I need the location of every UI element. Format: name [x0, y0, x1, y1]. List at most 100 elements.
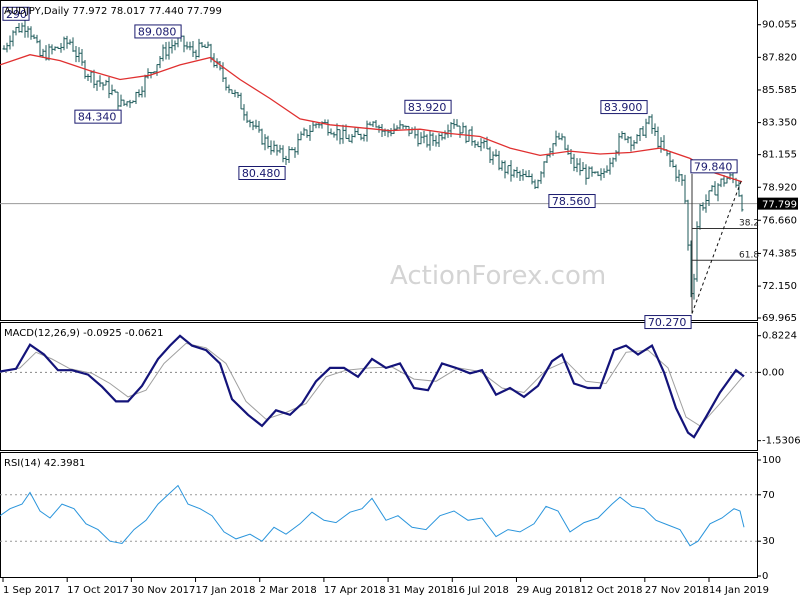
ohlc-bar	[95, 80, 99, 91]
price-label: 84.340	[74, 109, 122, 124]
ohlc-bar	[35, 34, 39, 44]
ohlc-bar	[482, 139, 486, 149]
ohlc-bar	[38, 39, 42, 57]
ohlc-bar	[284, 155, 288, 165]
price-label-box	[404, 99, 452, 114]
ohlc-bar	[167, 41, 171, 60]
rsi-y-axis: 100 70 30 0	[757, 455, 781, 582]
ohlc-bar	[491, 151, 495, 165]
price-bars	[2, 19, 744, 300]
ohlc-bar	[680, 173, 684, 186]
price-label-text: 70.270	[648, 316, 687, 329]
fib-label: 61.8	[739, 250, 759, 260]
date-tick-label: 14 Jan 2019	[709, 585, 769, 596]
price-label-box	[238, 165, 286, 180]
ohlc-bar	[350, 133, 354, 144]
ohlc-bar	[545, 154, 549, 163]
ohlc-bar	[458, 125, 462, 138]
ohlc-bar	[143, 74, 147, 98]
price-label-box	[690, 159, 738, 174]
date-tick-label: 17 Jan 2018	[196, 585, 256, 596]
current-price-label: 77.799	[762, 200, 797, 211]
ohlc-bar	[353, 127, 357, 138]
ohlc-bar	[548, 147, 552, 158]
ohlc-bar	[287, 146, 291, 163]
ohlc-bar	[59, 42, 63, 53]
price-tick-label: 83.350	[762, 118, 797, 129]
rsi-pane-title: RSI(14) 42.3981	[4, 458, 85, 469]
ohlc-bar	[98, 75, 102, 87]
price-label-text: 80.480	[242, 167, 281, 180]
ohlc-bar	[572, 153, 576, 172]
price-tick-label: 72.150	[762, 281, 797, 292]
ohlc-bar	[356, 126, 360, 135]
ohlc-bar	[581, 161, 585, 172]
rsi-pane-frame	[0, 452, 758, 578]
ohlc-bar	[317, 122, 321, 129]
ohlc-bar	[53, 46, 57, 51]
macd-pane-frame	[0, 322, 758, 451]
ohlc-bar	[608, 157, 612, 175]
ohlc-bar	[656, 126, 660, 149]
date-tick-label: 12 Oct 2018	[581, 585, 643, 596]
ohlc-bar	[401, 124, 405, 130]
ohlc-bar	[494, 149, 498, 157]
ohlc-bar	[299, 131, 303, 141]
ohlc-bar	[437, 133, 441, 148]
ohlc-bar	[683, 174, 687, 204]
ohlc-bar	[272, 140, 276, 153]
ohlc-bar	[236, 92, 240, 98]
ohlc-bar	[638, 128, 642, 141]
ohlc-bar	[392, 123, 396, 135]
ohlc-bar	[185, 41, 189, 50]
ohlc-bar	[341, 124, 345, 144]
ohlc-bar	[602, 168, 606, 178]
ohlc-bar	[530, 173, 534, 185]
ohlc-bar	[194, 49, 198, 60]
ohlc-bar	[416, 129, 420, 147]
ohlc-bar	[119, 94, 123, 107]
ohlc-bar	[23, 19, 27, 38]
ohlc-bar	[674, 164, 678, 182]
rsi-main-line	[0, 484, 745, 547]
ohlc-bar	[293, 147, 297, 158]
ohlc-bar	[404, 125, 408, 130]
ohlc-bar	[527, 169, 531, 178]
ohlc-bar	[140, 86, 144, 98]
ohlc-bar	[191, 41, 195, 57]
ohlc-bar	[125, 101, 129, 107]
ohlc-bar	[20, 22, 24, 33]
price-tick-label: 69.965	[762, 313, 797, 324]
ohlc-bar	[134, 91, 138, 105]
ohlc-bar	[503, 160, 507, 179]
date-x-axis: 1 Sep 2017 17 Oct 2017 30 Nov 2017 17 Jan 2…	[2, 578, 769, 596]
ohlc-bar	[455, 119, 459, 127]
ohlc-bar	[563, 136, 567, 150]
ohlc-bar	[128, 99, 132, 108]
ohlc-bar	[80, 49, 84, 66]
date-tick-label: 17 Apr 2018	[324, 585, 386, 596]
ohlc-bar	[62, 36, 66, 51]
ohlc-bar	[74, 45, 78, 63]
ohlc-bar	[692, 273, 696, 300]
ohlc-bar	[539, 171, 543, 184]
price-tick-label: 76.660	[762, 215, 797, 226]
ohlc-bar	[407, 125, 411, 137]
ohlc-bar	[578, 158, 582, 176]
ohlc-bar	[368, 121, 372, 126]
ohlc-bar	[434, 135, 438, 147]
ohlc-bar	[41, 48, 45, 58]
ohlc-bar	[320, 121, 324, 129]
date-tick-label: 27 Nov 2018	[645, 585, 709, 596]
moving-average-line	[0, 54, 743, 183]
ohlc-bar	[26, 26, 30, 38]
ohlc-bar	[248, 119, 252, 128]
ohlc-bar	[488, 146, 492, 163]
ohlc-bar	[305, 129, 309, 138]
ohlc-bar	[719, 178, 723, 188]
ohlc-bar	[260, 128, 264, 145]
ohlc-bar	[242, 104, 246, 121]
ohlc-bar	[137, 89, 141, 98]
ohlc-bar	[536, 179, 540, 189]
ohlc-bar	[326, 119, 330, 136]
